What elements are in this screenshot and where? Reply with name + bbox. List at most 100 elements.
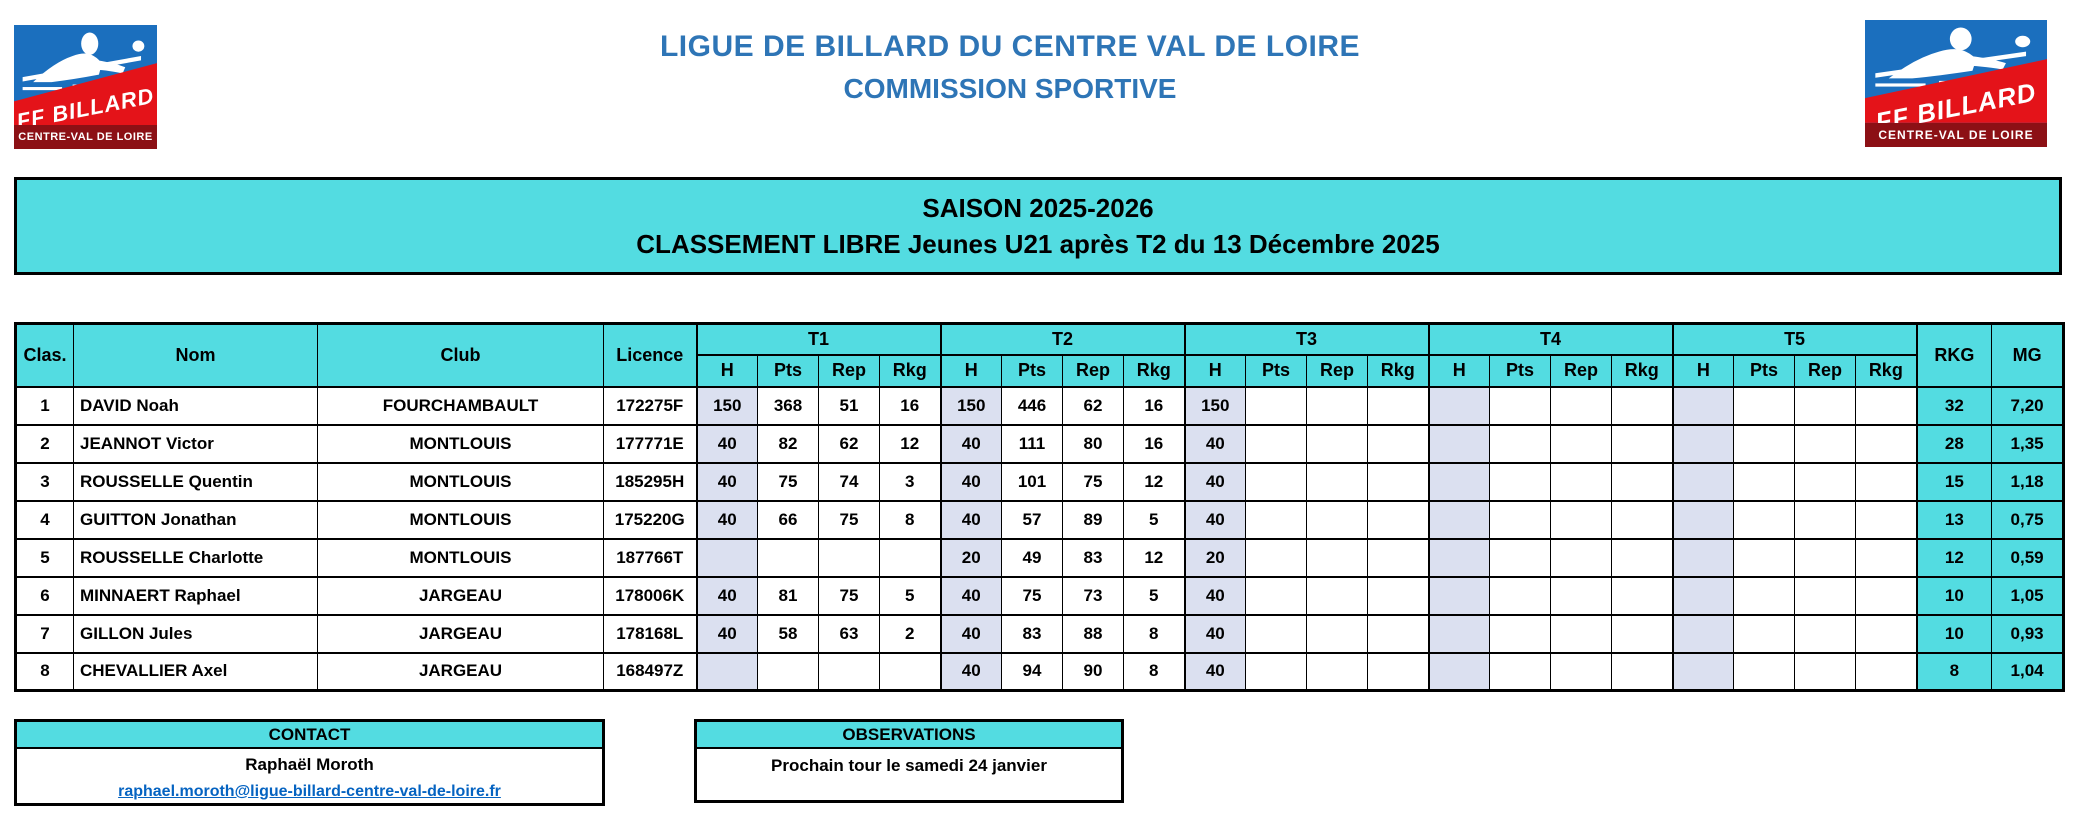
cell-t4-rkg [1611, 651, 1674, 692]
cell-t5-rkg [1855, 575, 1918, 616]
cell-t3-rkg [1367, 613, 1430, 654]
col-header-t1-rep: Rep [818, 353, 880, 388]
observations-box: OBSERVATIONS Prochain tour le samedi 24 … [694, 719, 1124, 803]
cell-rkg: 8 [1915, 651, 1993, 692]
cell-rank: 3 [15, 461, 74, 502]
cell-t1-rep: 75 [818, 575, 880, 616]
cell-t5-h [1671, 613, 1735, 654]
cell-club: JARGEAU [317, 575, 604, 616]
cell-t4-pts [1489, 575, 1552, 616]
cell-t5-rkg [1855, 537, 1918, 578]
cell-t4-pts [1489, 651, 1552, 692]
cell-t1-h: 40 [695, 613, 758, 654]
col-header-t2-pts: Pts [1001, 353, 1064, 388]
cell-t4-h [1427, 385, 1491, 426]
cell-t4-rep [1550, 499, 1613, 540]
cell-rank: 1 [15, 385, 74, 426]
cell-t2-rep: 75 [1062, 461, 1125, 502]
cell-rkg: 15 [1915, 461, 1993, 502]
cell-t4-rep [1550, 651, 1613, 692]
col-header-rkg: RKG [1915, 322, 1993, 388]
cell-t2-rkg: 16 [1123, 423, 1186, 464]
cell-mg: 0,75 [1991, 499, 2065, 540]
cell-t5-pts [1733, 613, 1796, 654]
cell-t1-h [695, 651, 758, 692]
cell-t5-pts [1733, 499, 1796, 540]
cell-licence: 178168L [603, 613, 697, 654]
col-header-t1-rkg: Rkg [878, 353, 942, 388]
col-header-nom: Nom [73, 322, 318, 388]
cell-t1-pts: 82 [757, 423, 819, 464]
cell-t2-h: 20 [939, 537, 1003, 578]
col-header-clas: Clas. [15, 322, 74, 388]
contact-email-link[interactable]: raphael.moroth@ligue-billard-centre-val-… [118, 783, 501, 800]
cell-t1-rkg: 12 [878, 423, 942, 464]
cell-licence: 175220G [603, 499, 697, 540]
cell-t1-pts: 58 [757, 613, 819, 654]
col-header-round-t4: T4 [1427, 322, 1674, 356]
cell-t1-pts: 75 [757, 461, 819, 502]
cell-club: FOURCHAMBAULT [317, 385, 604, 426]
col-header-t3-rkg: Rkg [1367, 353, 1430, 388]
cell-t4-h [1427, 499, 1491, 540]
cell-t2-h: 40 [939, 423, 1003, 464]
cell-t5-rep [1794, 613, 1857, 654]
cell-t3-pts [1245, 461, 1308, 502]
season-banner: SAISON 2025-2026 CLASSEMENT LIBRE Jeunes… [14, 177, 2062, 275]
cell-t2-h: 150 [939, 385, 1003, 426]
cell-t3-rkg [1367, 651, 1430, 692]
cell-t1-rkg: 16 [878, 385, 942, 426]
cell-t4-pts [1489, 499, 1552, 540]
cell-rank: 8 [15, 651, 74, 692]
cell-t3-rkg [1367, 385, 1430, 426]
cell-t5-pts [1733, 651, 1796, 692]
logo-region-text: CENTRE-VAL DE LOIRE [14, 125, 157, 149]
cell-club: MONTLOUIS [317, 461, 604, 502]
cell-t3-rkg [1367, 461, 1430, 502]
cell-t5-rep [1794, 423, 1857, 464]
cell-t4-rep [1550, 575, 1613, 616]
cell-t3-pts [1245, 651, 1308, 692]
cell-t5-h [1671, 499, 1735, 540]
cell-licence: 185295H [603, 461, 697, 502]
cell-t3-rep [1306, 385, 1369, 426]
col-header-t1-h: H [695, 353, 758, 388]
cell-t5-rkg [1855, 385, 1918, 426]
cell-t1-rkg: 2 [878, 613, 942, 654]
cell-t2-rkg: 12 [1123, 461, 1186, 502]
cell-t5-h [1671, 423, 1735, 464]
cell-rkg: 10 [1915, 613, 1993, 654]
cell-t4-rkg [1611, 613, 1674, 654]
cell-t1-rep: 74 [818, 461, 880, 502]
cell-t2-h: 40 [939, 651, 1003, 692]
cell-t1-rkg [878, 537, 942, 578]
col-header-t2-rkg: Rkg [1123, 353, 1186, 388]
cell-t1-pts: 368 [757, 385, 819, 426]
cell-club: MONTLOUIS [317, 423, 604, 464]
cell-t5-rep [1794, 537, 1857, 578]
cell-t1-pts [757, 651, 819, 692]
cell-t1-h: 150 [695, 385, 758, 426]
contact-name: Raphaël Moroth [245, 755, 374, 774]
cell-t3-pts [1245, 537, 1308, 578]
cell-t5-h [1671, 651, 1735, 692]
cell-club: MONTLOUIS [317, 537, 604, 578]
cell-t3-rkg [1367, 537, 1430, 578]
col-header-t5-rep: Rep [1794, 353, 1857, 388]
cell-t2-rkg: 16 [1123, 385, 1186, 426]
cell-t5-rkg [1855, 423, 1918, 464]
cell-t5-rkg [1855, 613, 1918, 654]
col-header-t2-rep: Rep [1062, 353, 1125, 388]
cell-t3-pts [1245, 575, 1308, 616]
document-header: LIGUE DE BILLARD DU CENTRE VAL DE LOIRE … [160, 30, 1860, 105]
col-header-round-t2: T2 [939, 322, 1186, 356]
cell-club: JARGEAU [317, 651, 604, 692]
logo-region-text: CENTRE-VAL DE LOIRE [1865, 122, 2047, 147]
cell-t2-rep: 88 [1062, 613, 1125, 654]
cell-t1-rep: 75 [818, 499, 880, 540]
cell-t4-rkg [1611, 385, 1674, 426]
cell-rank: 7 [15, 613, 74, 654]
cell-t2-pts: 57 [1001, 499, 1064, 540]
season-title: SAISON 2025-2026 [922, 192, 1154, 223]
col-header-round-t3: T3 [1183, 322, 1430, 356]
